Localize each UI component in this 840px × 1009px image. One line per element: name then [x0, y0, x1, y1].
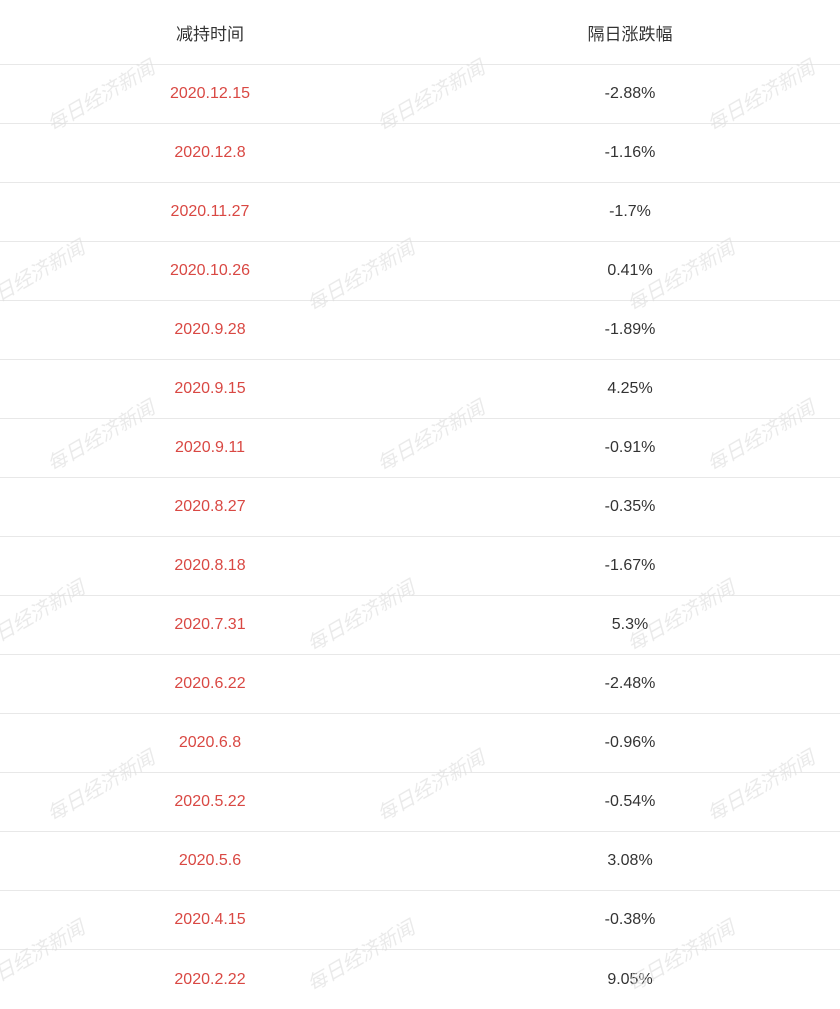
value-cell: 4.25% [420, 380, 840, 398]
date-cell: 2020.5.6 [0, 852, 420, 870]
value-cell: -1.7% [420, 203, 840, 221]
table-row: 2020.8.27-0.35% [0, 478, 840, 537]
date-cell: 2020.6.8 [0, 734, 420, 752]
table-row: 2020.5.63.08% [0, 832, 840, 891]
table-row: 2020.11.27-1.7% [0, 183, 840, 242]
date-cell: 2020.5.22 [0, 793, 420, 811]
value-cell: -0.91% [420, 439, 840, 457]
table-row: 2020.12.8-1.16% [0, 124, 840, 183]
header-value: 隔日涨跌幅 [420, 20, 840, 45]
date-cell: 2020.8.27 [0, 498, 420, 516]
date-cell: 2020.12.8 [0, 144, 420, 162]
table-row: 2020.5.22-0.54% [0, 773, 840, 832]
table-row: 2020.7.315.3% [0, 596, 840, 655]
data-table: 减持时间 隔日涨跌幅 2020.12.15-2.88%2020.12.8-1.1… [0, 0, 840, 1009]
date-cell: 2020.12.15 [0, 85, 420, 103]
value-cell: 9.05% [420, 971, 840, 989]
date-cell: 2020.10.26 [0, 262, 420, 280]
table-row: 2020.6.8-0.96% [0, 714, 840, 773]
table-row: 2020.2.229.05% [0, 950, 840, 1009]
table-row: 2020.4.15-0.38% [0, 891, 840, 950]
date-cell: 2020.7.31 [0, 616, 420, 634]
date-cell: 2020.9.11 [0, 439, 420, 457]
value-cell: -2.48% [420, 675, 840, 693]
value-cell: -1.89% [420, 321, 840, 339]
table-row: 2020.9.28-1.89% [0, 301, 840, 360]
value-cell: 3.08% [420, 852, 840, 870]
date-cell: 2020.2.22 [0, 971, 420, 989]
table-row: 2020.12.15-2.88% [0, 65, 840, 124]
value-cell: -0.96% [420, 734, 840, 752]
table-row: 2020.6.22-2.48% [0, 655, 840, 714]
date-cell: 2020.4.15 [0, 911, 420, 929]
value-cell: -0.35% [420, 498, 840, 516]
table-header-row: 减持时间 隔日涨跌幅 [0, 0, 840, 65]
header-date: 减持时间 [0, 20, 420, 45]
date-cell: 2020.8.18 [0, 557, 420, 575]
table-row: 2020.10.260.41% [0, 242, 840, 301]
date-cell: 2020.9.28 [0, 321, 420, 339]
value-cell: 0.41% [420, 262, 840, 280]
value-cell: -0.54% [420, 793, 840, 811]
date-cell: 2020.9.15 [0, 380, 420, 398]
table-row: 2020.8.18-1.67% [0, 537, 840, 596]
date-cell: 2020.6.22 [0, 675, 420, 693]
value-cell: -2.88% [420, 85, 840, 103]
value-cell: -0.38% [420, 911, 840, 929]
value-cell: -1.16% [420, 144, 840, 162]
value-cell: -1.67% [420, 557, 840, 575]
value-cell: 5.3% [420, 616, 840, 634]
date-cell: 2020.11.27 [0, 203, 420, 221]
table-row: 2020.9.154.25% [0, 360, 840, 419]
table-row: 2020.9.11-0.91% [0, 419, 840, 478]
